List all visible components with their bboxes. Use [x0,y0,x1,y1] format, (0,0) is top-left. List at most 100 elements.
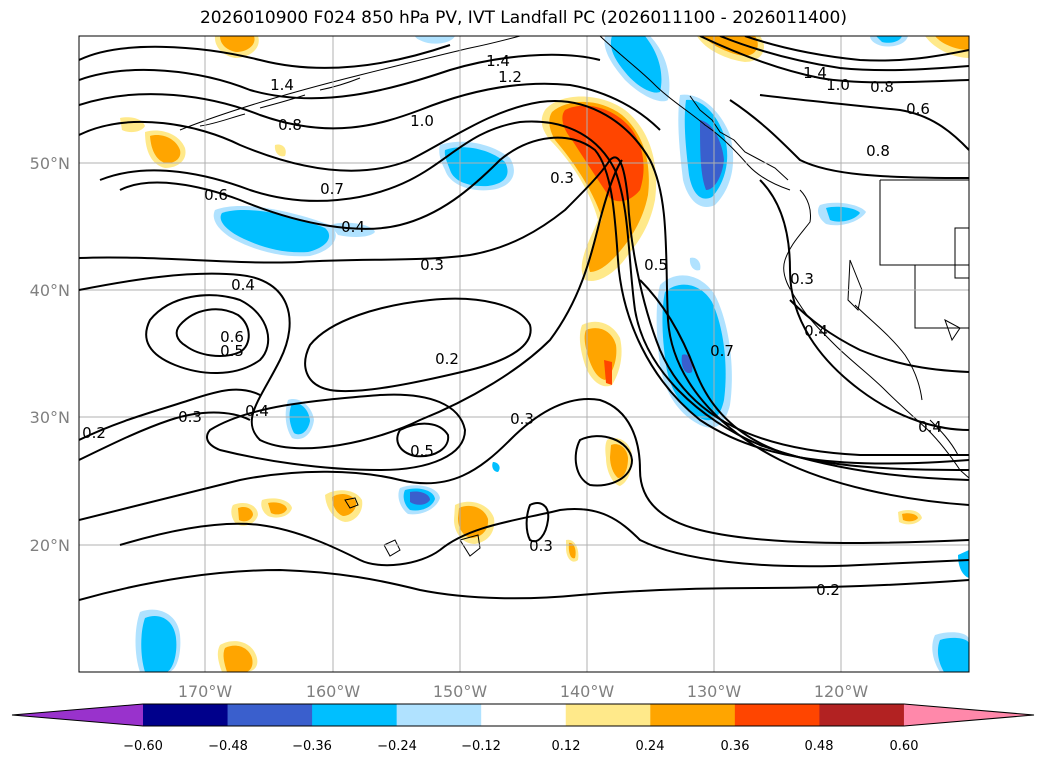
contour-label: 1.4 [486,52,510,70]
contour-label: 1.4 [803,64,827,82]
contour-line [719,36,969,72]
contour-label: 0.3 [178,408,202,426]
latitude-labels: 50°N 40°N 30°N 20°N [30,154,70,555]
colorbar-segment [565,704,651,726]
contour-label: 0.5 [410,442,434,460]
colorbar-segment [819,704,905,726]
colorbar-segment [734,704,820,726]
longitude-labels: 170°W 160°W 150°W 140°W 130°W 120°W [178,682,869,701]
lat-label: 40°N [30,281,70,300]
colorbar-tick: 0.24 [636,739,665,754]
colorbar-segment [227,704,313,726]
coastlines [179,36,969,557]
contour-label: 0.7 [320,180,344,198]
contour-label: 0.6 [906,100,930,118]
contour-line [79,398,969,544]
contour-label: 1.4 [270,76,294,94]
contour-label: 0.6 [220,328,244,346]
lat-label: 20°N [30,536,70,555]
contour-label: 0.3 [550,169,574,187]
colorbar-extend-high [903,704,1034,726]
contour-line [175,308,250,357]
contour-label: 0.8 [866,142,890,160]
lon-label: 140°W [560,682,615,701]
lon-label: 170°W [178,682,233,701]
lon-label: 150°W [433,682,488,701]
contour-line [396,422,450,458]
contour-line [79,82,661,131]
contour-label: 0.6 [204,186,228,204]
contour-line [79,53,601,100]
contour-line [79,411,251,461]
colorbar-outline [11,703,1035,727]
contour-line [789,299,969,373]
contour-line [729,99,969,179]
colorbar-tick: −0.24 [377,739,417,754]
contour-label: 0.3 [510,410,534,428]
contour-label: 0.4 [231,276,255,294]
colorbar-segment [143,704,229,726]
contour-line [574,435,634,487]
lon-label: 130°W [687,682,742,701]
contour-label: 0.5 [644,256,668,274]
contour-label: 0.2 [816,581,840,599]
contour-line [119,508,969,568]
contour-label: 0.3 [790,270,814,288]
colorbar-tick: −0.36 [292,739,332,754]
colorbar-tick: 0.36 [721,739,750,754]
contour-line [759,94,969,151]
contour-label: 1.2 [498,68,522,86]
colorbar: −0.60 −0.48 −0.36 −0.24 −0.12 0.12 0.24 … [11,703,1035,754]
colorbar-tick: 0.48 [805,739,834,754]
contour-label: 0.3 [529,537,553,555]
contour-line [145,294,270,374]
contour-line [79,44,451,69]
pv-shading [120,36,969,672]
contour-label: 1.0 [410,112,434,130]
contour-label: 0.5 [220,342,244,360]
colorbar-segment [481,704,567,726]
contour-line [79,568,969,601]
contour-label: 1.0 [826,76,850,94]
gridlines [79,36,969,672]
contour-line [119,136,969,465]
contour-labels: 1.4 1.4 1.2 1.0 0.8 1.4 1.0 0.8 0.6 0.8 … [82,52,942,599]
contour-label: 0.4 [804,322,828,340]
contour-label: 0.8 [870,78,894,96]
lat-label: 50°N [30,154,70,173]
contour-line [206,393,467,472]
map-background [79,36,969,672]
colorbar-segment [312,704,398,726]
map-border [78,35,970,673]
colorbar-tick: −0.12 [461,739,501,754]
colorbar-tick: 0.12 [552,739,581,754]
contour-label: 0.7 [710,342,734,360]
contour-line [699,36,969,84]
lon-label: 160°W [306,682,361,701]
colorbar-tick: −0.60 [123,739,163,754]
contour-label: 0.3 [420,256,444,274]
lat-label: 30°N [30,408,70,427]
pv-contours [79,36,969,601]
map-title: 2026010900 F024 850 hPa PV, IVT Landfall… [199,8,847,28]
contour-line [79,100,969,506]
contour-label: 0.2 [82,424,106,442]
colorbar-tick: −0.48 [208,739,248,754]
contour-label: 0.4 [918,418,942,436]
contour-line [79,388,261,441]
colorbar-segment [650,704,736,726]
contour-line [525,502,550,543]
colorbar-extend-low [12,704,143,726]
contour-label: 0.4 [341,218,365,236]
lon-label: 120°W [814,682,869,701]
contour-line [99,120,969,481]
contour-line [639,279,969,471]
contour-line [759,179,969,431]
contour-line [79,159,623,450]
contour-label: 0.8 [278,116,302,134]
contour-line [79,156,969,456]
contour-line [744,36,969,62]
colorbar-segment [396,704,482,726]
colorbar-tick: 0.60 [890,739,919,754]
